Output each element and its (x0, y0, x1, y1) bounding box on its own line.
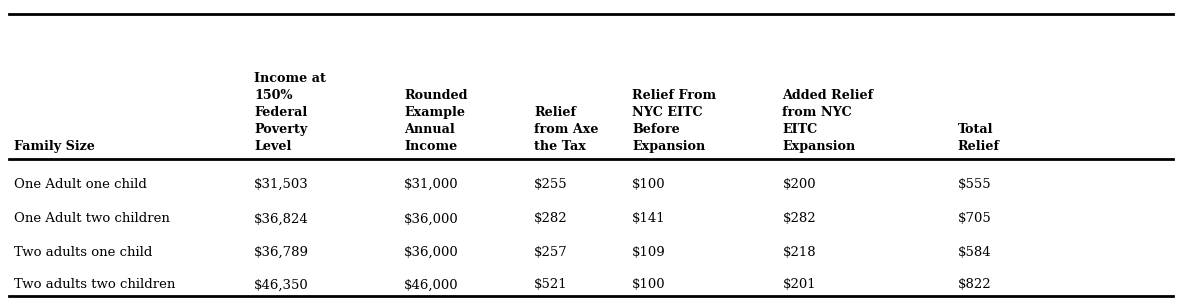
Text: Added Relief
from NYC
EITC
Expansion: Added Relief from NYC EITC Expansion (782, 89, 873, 153)
Text: $36,000: $36,000 (404, 212, 459, 226)
Text: One Adult one child: One Adult one child (14, 178, 147, 191)
Text: $36,824: $36,824 (254, 212, 309, 226)
Text: One Adult two children: One Adult two children (14, 212, 170, 226)
Text: $46,350: $46,350 (254, 278, 309, 292)
Text: $201: $201 (782, 278, 816, 292)
Text: $46,000: $46,000 (404, 278, 459, 292)
Text: $705: $705 (957, 212, 992, 226)
Text: Relief
from Axe
the Tax: Relief from Axe the Tax (534, 106, 599, 153)
Text: $282: $282 (782, 212, 816, 226)
Text: Income at
150%
Federal
Poverty
Level: Income at 150% Federal Poverty Level (254, 72, 326, 153)
Text: $100: $100 (632, 178, 665, 191)
Text: $31,503: $31,503 (254, 178, 309, 191)
Text: $100: $100 (632, 278, 665, 292)
Text: Family Size: Family Size (14, 140, 95, 153)
Text: $584: $584 (957, 245, 991, 259)
Text: Two adults two children: Two adults two children (14, 278, 176, 292)
Text: $521: $521 (534, 278, 567, 292)
Text: $255: $255 (534, 178, 567, 191)
Text: $200: $200 (782, 178, 816, 191)
Text: $31,000: $31,000 (404, 178, 459, 191)
Text: Relief From
NYC EITC
Before
Expansion: Relief From NYC EITC Before Expansion (632, 89, 716, 153)
Text: $218: $218 (782, 245, 816, 259)
Text: Rounded
Example
Annual
Income: Rounded Example Annual Income (404, 89, 468, 153)
Text: $822: $822 (957, 278, 991, 292)
Text: $36,000: $36,000 (404, 245, 459, 259)
Text: $282: $282 (534, 212, 567, 226)
Text: $141: $141 (632, 212, 665, 226)
Text: $109: $109 (632, 245, 667, 259)
Text: Total
Relief: Total Relief (957, 123, 1000, 153)
Text: $36,789: $36,789 (254, 245, 310, 259)
Text: $555: $555 (957, 178, 991, 191)
Text: Two adults one child: Two adults one child (14, 245, 152, 259)
Text: $257: $257 (534, 245, 569, 259)
